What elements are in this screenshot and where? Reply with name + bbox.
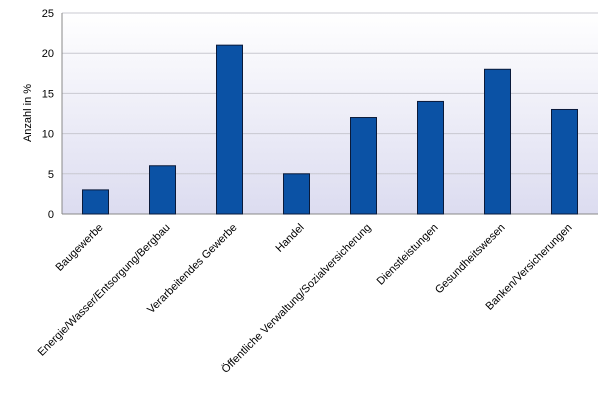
bar: [417, 100, 444, 215]
bar: [149, 165, 176, 215]
y-tick-label: 10: [42, 129, 54, 141]
x-tick-label: Gesundheitswesen: [433, 222, 508, 297]
y-tick-label: 20: [42, 48, 54, 60]
y-axis-label: Anzahl in %: [22, 84, 34, 142]
bar: [350, 117, 377, 215]
x-tick-label: Handel: [273, 222, 306, 255]
bar: [216, 44, 243, 215]
bar: [82, 189, 109, 215]
y-tick-label: 5: [48, 169, 54, 181]
y-tick-label: 0: [48, 209, 54, 221]
y-tick-label: 25: [42, 8, 54, 20]
bar: [484, 68, 511, 215]
x-tick-label: Dienstleistungen: [375, 222, 441, 288]
x-tick-label: Baugewerbe: [53, 222, 105, 274]
plot-area: [62, 13, 598, 214]
bar: [551, 108, 578, 215]
bar: [283, 173, 310, 215]
x-tick-label: Öffentliche Verwaltung/Sozialversicherun…: [220, 222, 374, 376]
x-tick-label: Energie/Wasser/Entsorgung/Bergbau: [36, 222, 173, 359]
y-tick-label: 15: [42, 88, 54, 100]
